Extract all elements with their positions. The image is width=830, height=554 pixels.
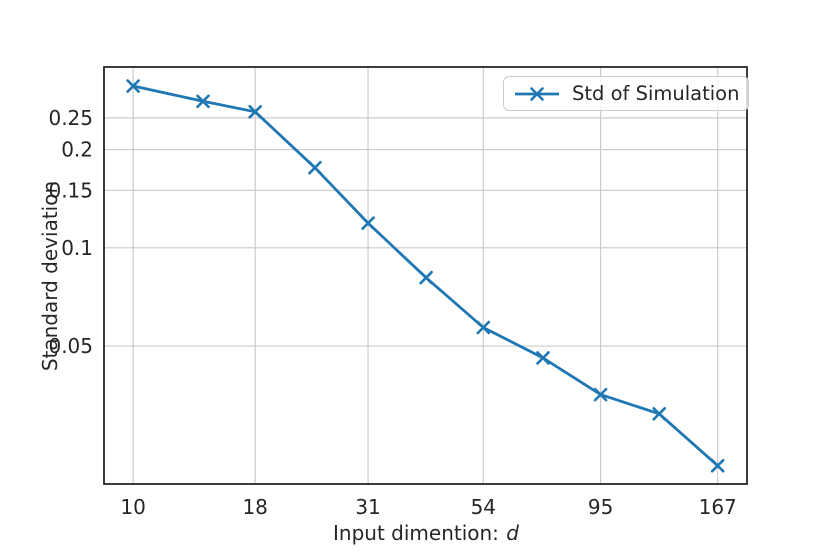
axes-frame: [103, 66, 748, 485]
legend-line-marker-icon: [515, 86, 559, 101]
y-tick-label: 0.15: [48, 178, 93, 202]
x-axis-label-variable: d: [506, 521, 519, 545]
x-tick-label: 18: [242, 495, 267, 519]
series-markers: [126, 79, 725, 473]
x-tick-label: 54: [471, 495, 496, 519]
x-tick-label: 10: [120, 495, 145, 519]
x-tick-label: 31: [355, 495, 380, 519]
legend-label: Std of Simulation: [572, 82, 740, 105]
y-tick-label: 0.25: [48, 106, 93, 130]
y-tick-label: 0.2: [61, 138, 93, 162]
x-axis-label: Input dimention: d: [333, 521, 519, 545]
y-tick-label: 0.05: [48, 334, 93, 358]
x-tick-label: 95: [588, 495, 613, 519]
x-tick-label: 167: [699, 495, 737, 519]
y-axis-label: Standard deviation: [38, 180, 62, 372]
y-tick-label: 0.1: [61, 236, 93, 260]
legend: Std of Simulation: [503, 76, 750, 111]
x-axis-label-text: Input dimention:: [333, 521, 506, 545]
